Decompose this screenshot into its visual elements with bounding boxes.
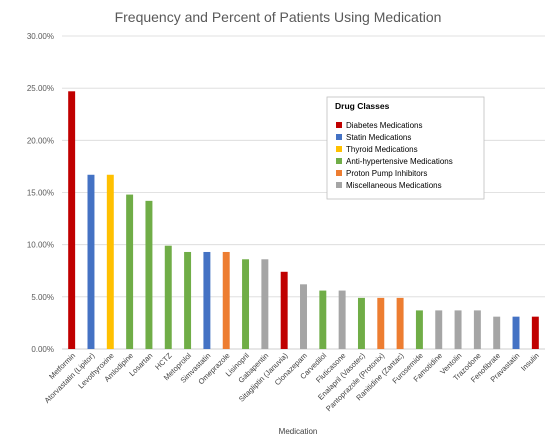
bar xyxy=(280,271,288,349)
y-tick-label: 10.00% xyxy=(27,241,54,250)
bar xyxy=(493,316,501,349)
legend-label: Diabetes Medications xyxy=(346,121,422,130)
legend-label: Proton Pump Inhibitors xyxy=(346,169,427,178)
legend-box xyxy=(326,96,485,200)
legend-label: Anti-hypertensive Medications xyxy=(346,157,453,166)
gridlines xyxy=(62,35,545,350)
legend-label: Thyroid Medications xyxy=(346,145,418,154)
bar xyxy=(454,310,462,349)
legend-label: Miscellaneous Medications xyxy=(346,181,442,190)
y-tick-label: 30.00% xyxy=(27,32,54,41)
chart-title: Frequency and Percent of Patients Using … xyxy=(115,9,442,25)
legend-swatch xyxy=(336,134,342,140)
bar xyxy=(242,259,250,349)
bar xyxy=(184,251,192,349)
y-tick-label: 15.00% xyxy=(27,189,54,198)
bar xyxy=(512,316,520,349)
legend-label: Statin Medications xyxy=(346,133,411,142)
bar xyxy=(261,259,269,349)
y-axis-ticks: 0.00% 5.00% 10.00% 15.00% 20.00% 25.00% 30.00% xyxy=(27,32,54,354)
bar xyxy=(203,251,211,349)
bar xyxy=(338,290,346,349)
bar xyxy=(396,297,404,349)
bar xyxy=(145,200,153,349)
legend: Drug Classes Diabetes Medications Statin … xyxy=(326,96,485,200)
legend-swatch xyxy=(336,146,342,152)
bar xyxy=(164,245,172,349)
bar xyxy=(531,316,539,349)
y-tick-label: 25.00% xyxy=(27,84,54,93)
y-tick-label: 0.00% xyxy=(31,345,54,354)
bar xyxy=(357,297,365,349)
bar xyxy=(377,297,385,349)
bar xyxy=(222,251,230,349)
legend-swatch xyxy=(336,170,342,176)
legend-swatch xyxy=(336,182,342,188)
bar xyxy=(435,310,443,349)
bar xyxy=(106,174,114,349)
x-tick-label: Insulin xyxy=(519,351,541,373)
bar xyxy=(300,284,307,349)
bars xyxy=(68,91,539,350)
bar xyxy=(126,194,134,349)
bar xyxy=(68,91,76,350)
bar xyxy=(473,310,481,349)
legend-swatch xyxy=(336,158,342,164)
x-axis-title: Medication xyxy=(279,427,318,436)
y-tick-label: 5.00% xyxy=(31,293,54,302)
bar xyxy=(415,310,423,349)
y-tick-label: 20.00% xyxy=(27,136,54,145)
bar xyxy=(319,290,327,349)
bar xyxy=(87,174,95,349)
legend-swatch xyxy=(336,122,342,128)
legend-title: Drug Classes xyxy=(335,101,390,111)
